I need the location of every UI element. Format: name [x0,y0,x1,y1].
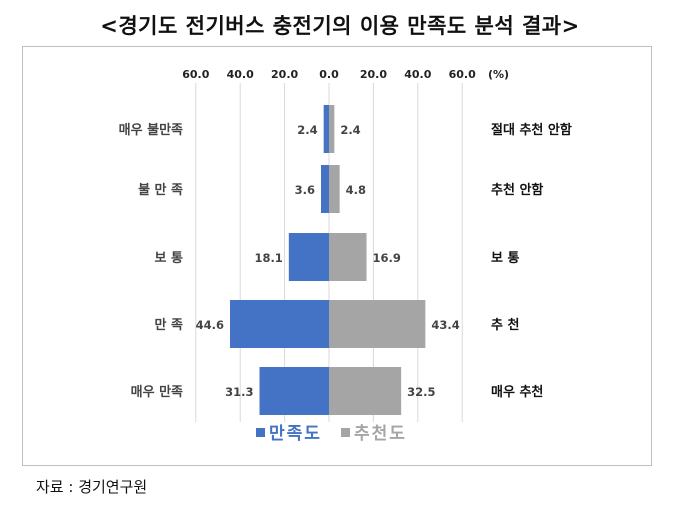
x-tick-label: 20.0 [271,68,298,81]
satisfaction-bar [288,233,329,281]
satisfaction-data-label: 31.3 [225,385,253,399]
recommendation-bar [329,165,340,213]
satisfaction-bar [321,165,329,213]
x-tick-label: 20.0 [360,68,387,81]
satisfaction-data-label: 18.1 [254,251,282,265]
right-category-label: 보 통 [491,251,519,266]
x-tick-label: 40.0 [404,68,431,81]
legend-label-recommendation: 추천도 [354,424,407,444]
x-unit-label: (%) [488,68,509,81]
chart-title: <경기도 전기버스 충전기의 이용 만족도 분석 결과> [100,14,580,38]
recommendation-data-label: 2.4 [340,123,360,137]
right-category-label: 절대 추천 안함 [491,122,572,138]
recommendation-data-label: 32.5 [407,385,435,399]
satisfaction-bar [323,105,329,153]
chart-frame: 60.0 40.0 20.0 0.0 20.0 40.0 60.0 (%) 매우 불만족 절대 추… [22,46,652,466]
legend-swatch-satisfaction [256,428,265,437]
recommendation-data-label: 43.4 [431,318,459,332]
right-category-label: 매우 추천 [491,384,543,400]
recommendation-bar [329,105,335,153]
right-category-label: 추천 안함 [491,182,543,198]
satisfaction-data-label: 2.4 [297,123,317,137]
diverging-bar-chart: 60.0 40.0 20.0 0.0 20.0 40.0 60.0 (%) 매우 불만족 절대 추… [119,68,572,444]
satisfaction-data-label: 3.6 [295,183,315,197]
source-note: 자료 : 경기연구원 [36,478,148,496]
recommendation-bar [329,367,402,415]
left-category-label: 불 만 족 [138,182,183,198]
x-tick-label: 0.0 [319,68,339,81]
x-tick-label: 40.0 [227,68,254,81]
recommendation-bar [329,300,426,348]
left-category-label: 매우 불만족 [119,122,183,138]
satisfaction-data-label: 44.6 [196,318,224,332]
legend-label-satisfaction: 만족도 [269,424,322,444]
x-tick-label: 60.0 [182,68,209,81]
satisfaction-bar [229,300,329,348]
left-category-label: 만 족 [155,317,183,333]
x-tick-label: 60.0 [449,68,476,81]
satisfaction-bar [259,367,329,415]
recommendation-bar [329,233,367,281]
right-category-label: 추 천 [491,317,519,333]
left-category-label: 매우 만족 [131,384,183,400]
recommendation-data-label: 4.8 [346,183,366,197]
legend-swatch-recommendation [341,428,350,437]
recommendation-data-label: 16.9 [373,251,401,265]
left-category-label: 보 통 [155,251,183,266]
